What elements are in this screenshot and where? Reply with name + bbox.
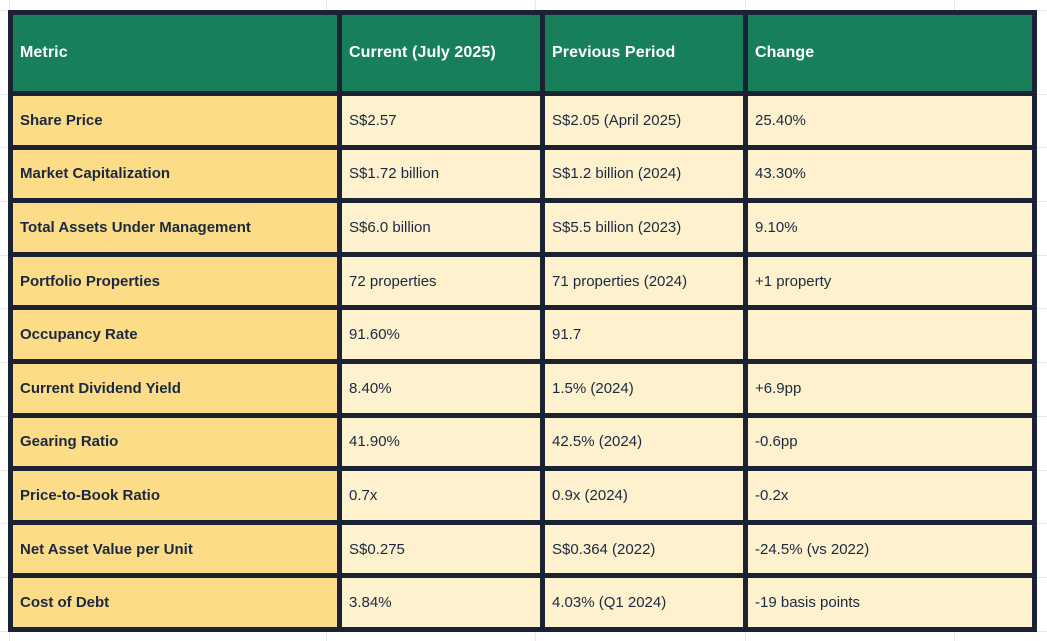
column-header-metric[interactable]: Metric — [8, 10, 342, 96]
previous-value-cell[interactable]: 42.5% (2024) — [540, 412, 748, 472]
current-value-cell[interactable]: S$2.57 — [337, 91, 545, 150]
table-row: Portfolio Properties 72 properties 71 pr… — [8, 251, 1037, 311]
current-value-cell[interactable]: S$6.0 billion — [337, 198, 545, 257]
current-value-cell[interactable]: 8.40% — [337, 358, 545, 418]
metric-cell[interactable]: Cost of Debt — [8, 573, 342, 632]
column-header-previous[interactable]: Previous Period — [540, 10, 748, 96]
metric-cell[interactable]: Current Dividend Yield — [8, 358, 342, 418]
table-row: Cost of Debt 3.84% 4.03% (Q1 2024) -19 b… — [8, 573, 1037, 632]
table-row: Market Capitalization S$1.72 billion S$1… — [8, 144, 1037, 204]
metric-cell[interactable]: Share Price — [8, 91, 342, 150]
previous-value-cell[interactable]: 91.7 — [540, 305, 748, 364]
previous-value-cell[interactable]: 71 properties (2024) — [540, 251, 748, 311]
current-value-cell[interactable]: 91.60% — [337, 305, 545, 364]
table-row: Gearing Ratio 41.90% 42.5% (2024) -0.6pp — [8, 412, 1037, 472]
previous-value-cell[interactable]: 1.5% (2024) — [540, 358, 748, 418]
previous-value-cell[interactable]: 4.03% (Q1 2024) — [540, 573, 748, 632]
metric-cell[interactable]: Occupancy Rate — [8, 305, 342, 364]
metric-cell[interactable]: Total Assets Under Management — [8, 198, 342, 257]
change-value-cell[interactable]: -0.6pp — [743, 412, 1037, 472]
current-value-cell[interactable]: 3.84% — [337, 573, 545, 632]
metric-cell[interactable]: Net Asset Value per Unit — [8, 519, 342, 579]
current-value-cell[interactable]: S$1.72 billion — [337, 144, 545, 204]
current-value-cell[interactable]: 0.7x — [337, 466, 545, 525]
current-value-cell[interactable]: S$0.275 — [337, 519, 545, 579]
sheet-gridline-horizontal — [0, 631, 1047, 632]
previous-value-cell[interactable]: S$5.5 billion (2023) — [540, 198, 748, 257]
change-value-cell[interactable]: +1 property — [743, 251, 1037, 311]
table-row: Occupancy Rate 91.60% 91.7 — [8, 305, 1037, 364]
table-row: Total Assets Under Management S$6.0 bill… — [8, 198, 1037, 257]
column-header-current[interactable]: Current (July 2025) — [337, 10, 545, 96]
table-row: Net Asset Value per Unit S$0.275 S$0.364… — [8, 519, 1037, 579]
table-row: Price-to-Book Ratio 0.7x 0.9x (2024) -0.… — [8, 466, 1037, 525]
sheet-gridline-horizontal — [0, 10, 1047, 11]
previous-value-cell[interactable]: S$2.05 (April 2025) — [540, 91, 748, 150]
change-value-cell[interactable]: 9.10% — [743, 198, 1037, 257]
metric-cell[interactable]: Market Capitalization — [8, 144, 342, 204]
change-value-cell[interactable] — [743, 305, 1037, 364]
change-value-cell[interactable]: -24.5% (vs 2022) — [743, 519, 1037, 579]
metric-cell[interactable]: Price-to-Book Ratio — [8, 466, 342, 525]
change-value-cell[interactable]: -0.2x — [743, 466, 1037, 525]
change-value-cell[interactable]: +6.9pp — [743, 358, 1037, 418]
current-value-cell[interactable]: 72 properties — [337, 251, 545, 311]
previous-value-cell[interactable]: 0.9x (2024) — [540, 466, 748, 525]
previous-value-cell[interactable]: S$1.2 billion (2024) — [540, 144, 748, 204]
change-value-cell[interactable]: 25.40% — [743, 91, 1037, 150]
metrics-table: Metric Current (July 2025) Previous Peri… — [8, 10, 1037, 632]
metric-cell[interactable]: Portfolio Properties — [8, 251, 342, 311]
table-row: Share Price S$2.57 S$2.05 (April 2025) 2… — [8, 91, 1037, 150]
current-value-cell[interactable]: 41.90% — [337, 412, 545, 472]
metric-cell[interactable]: Gearing Ratio — [8, 412, 342, 472]
sheet-gridline-vertical — [9, 0, 10, 641]
table-row: Current Dividend Yield 8.40% 1.5% (2024)… — [8, 358, 1037, 418]
column-header-change[interactable]: Change — [743, 10, 1037, 96]
header-row: Metric Current (July 2025) Previous Peri… — [8, 10, 1037, 96]
change-value-cell[interactable]: 43.30% — [743, 144, 1037, 204]
change-value-cell[interactable]: -19 basis points — [743, 573, 1037, 632]
previous-value-cell[interactable]: S$0.364 (2022) — [540, 519, 748, 579]
